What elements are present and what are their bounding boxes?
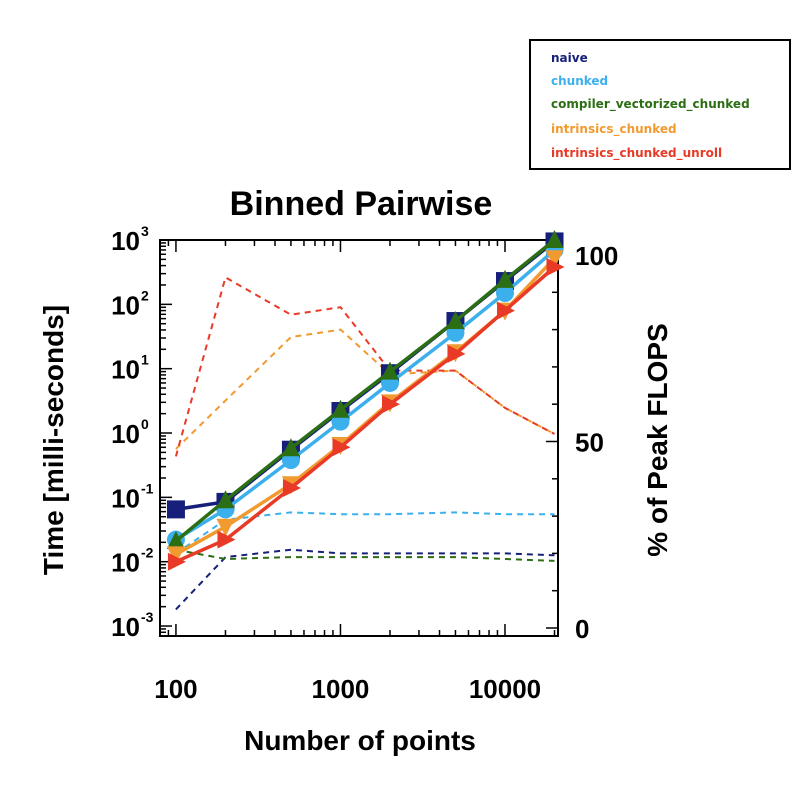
time-point-compiler-vectorized-chunked (331, 399, 350, 418)
time-point-naive (166, 500, 185, 519)
chart-title: Binned Pairwise (230, 185, 493, 223)
time-point-intrinsics-chunked-unroll (546, 258, 565, 277)
time-point-intrinsics-chunked-unroll (217, 530, 236, 549)
time-point-intrinsics-chunked (545, 250, 564, 269)
y-tick-label: 10 (111, 419, 140, 449)
peak-flops-line-compiler-vectorized-chunked (175, 548, 555, 562)
y-tick-label: 10 (111, 226, 140, 256)
y-tick-label: 10 (111, 290, 140, 320)
y-tick-exponent: -1 (141, 480, 154, 496)
time-point-compiler-vectorized-chunked (166, 530, 185, 549)
y-tick-exponent: 3 (141, 223, 149, 239)
y-tick-exponent: -2 (141, 545, 154, 561)
x-tick-label: 1000 (312, 674, 370, 704)
right-y-axis-label: % of Peak FLOPS (642, 323, 673, 556)
y-axis-label: Time [milli-seconds] (38, 305, 69, 575)
time-point-intrinsics-chunked (216, 518, 235, 537)
y2-tick-label: 50 (575, 428, 604, 458)
y-tick-label: 10 (111, 612, 140, 642)
time-point-chunked (495, 284, 514, 303)
time-line-intrinsics-chunked-unroll (175, 265, 556, 564)
time-point-intrinsics-chunked (166, 546, 185, 565)
x-axis-label: Number of points (244, 725, 476, 756)
y-tick-exponent: 2 (141, 287, 149, 303)
peak-flops-line-intrinsics-chunked (175, 328, 555, 450)
time-point-compiler-vectorized-chunked (495, 269, 514, 288)
time-point-intrinsics-chunked-unroll (381, 395, 400, 414)
peak-flops-line-intrinsics-chunked-unroll (174, 275, 555, 457)
peak-flops-line-naive (175, 548, 555, 611)
plot-frame (159, 239, 559, 637)
legend: naive chunked compiler_vectorized_chunke… (529, 39, 791, 170)
time-point-compiler-vectorized-chunked (545, 230, 564, 248)
series-layer (166, 230, 565, 611)
time-point-intrinsics-chunked-unroll (282, 478, 301, 497)
y-tick-label: 10 (111, 548, 140, 578)
x-tick-label: 10000 (469, 674, 541, 704)
legend-item-naive: naive (551, 51, 588, 65)
y-tick-exponent: -3 (141, 609, 154, 625)
y-tick-label: 10 (111, 355, 140, 385)
time-point-intrinsics-chunked-unroll (447, 344, 466, 363)
legend-item-compiler-vectorized-chunked: compiler_vectorized_chunked (551, 97, 750, 111)
legend-item-intrinsics-chunked-unroll: intrinsics_chunked_unroll (551, 146, 723, 160)
legend-item-intrinsics-chunked: intrinsics_chunked (551, 122, 677, 136)
y2-tick-label: 0 (575, 614, 589, 644)
time-point-compiler-vectorized-chunked (380, 361, 399, 380)
time-line-chunked (174, 248, 556, 542)
y2-tick-label: 100 (575, 241, 618, 271)
x-tick-label: 100 (154, 674, 197, 704)
time-point-compiler-vectorized-chunked (281, 438, 300, 457)
time-point-intrinsics-chunked-unroll (332, 438, 351, 457)
time-point-intrinsics-chunked-unroll (496, 301, 515, 320)
y-tick-label: 10 (111, 483, 140, 513)
time-point-compiler-vectorized-chunked (216, 490, 235, 509)
y-tick-exponent: 1 (141, 352, 149, 368)
time-point-intrinsics-chunked-unroll (167, 552, 186, 571)
time-point-compiler-vectorized-chunked (446, 311, 465, 330)
y-tick-exponent: 0 (141, 416, 149, 432)
legend-item-chunked: chunked (551, 74, 609, 88)
